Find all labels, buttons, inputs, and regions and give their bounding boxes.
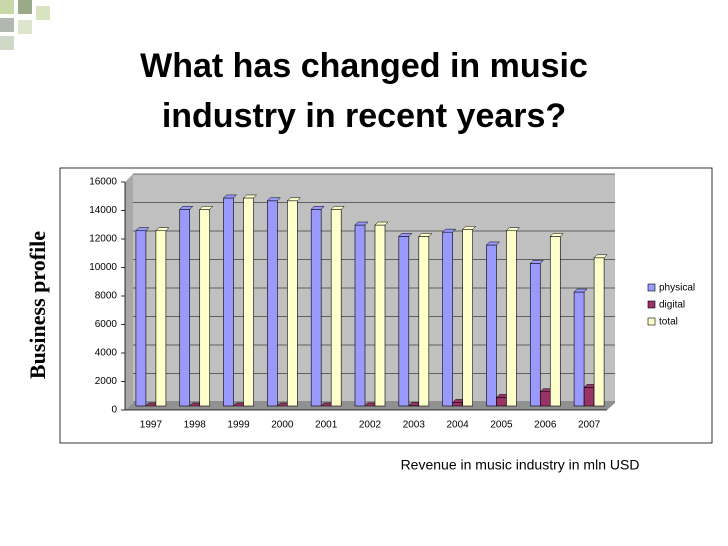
bar-top xyxy=(135,227,150,231)
bar xyxy=(573,291,585,407)
x-tick-label: 1999 xyxy=(227,420,250,431)
side-wall xyxy=(125,174,133,410)
bar xyxy=(398,236,410,407)
bar xyxy=(486,244,497,407)
y-tick-label: 14000 xyxy=(89,205,117,216)
bar xyxy=(539,391,551,407)
legend-swatch xyxy=(647,317,656,326)
y-tick-label: 4000 xyxy=(95,348,118,359)
bar-top xyxy=(442,228,457,233)
bar-top xyxy=(242,194,258,199)
bar-top xyxy=(593,254,608,259)
y-tick-label: 8000 xyxy=(95,291,118,302)
legend-label: physical xyxy=(659,283,695,294)
x-tick-label: 2003 xyxy=(403,420,426,431)
title-line-2: industry in recent years? xyxy=(162,97,566,135)
bar xyxy=(583,387,595,407)
y-tick-label: 12000 xyxy=(89,234,117,245)
bar-top xyxy=(222,194,238,199)
x-tick-label: 2006 xyxy=(534,420,557,431)
bar xyxy=(452,402,463,407)
bar xyxy=(287,200,298,407)
bar-top xyxy=(354,221,369,226)
y-tick-label: 6000 xyxy=(95,319,118,330)
bar xyxy=(310,209,322,407)
x-tick-label: 1998 xyxy=(184,420,207,431)
bar-top xyxy=(462,226,477,230)
x-tick-label: 2001 xyxy=(315,420,338,431)
bar xyxy=(223,197,234,407)
legend-label: digital xyxy=(659,300,685,311)
x-tick-label: 2002 xyxy=(359,420,382,431)
x-tick-label: 2005 xyxy=(490,420,513,431)
bar xyxy=(155,230,167,407)
bar xyxy=(496,397,507,407)
bar-top xyxy=(266,197,281,202)
bar-top xyxy=(398,233,413,237)
bar-top xyxy=(199,206,214,210)
bar xyxy=(462,229,473,407)
bar-top xyxy=(418,233,433,237)
x-tick-label: 2000 xyxy=(271,420,294,431)
bar-top xyxy=(374,221,389,226)
bar xyxy=(243,197,254,407)
legend-swatch xyxy=(647,300,656,309)
bar-top xyxy=(505,227,521,231)
legend-swatch xyxy=(647,283,656,292)
y-tick-label: 2000 xyxy=(95,376,118,387)
x-tick-label: 2004 xyxy=(447,420,470,431)
bar-top xyxy=(286,197,301,202)
bar xyxy=(529,263,541,407)
bar-top xyxy=(310,206,325,210)
bar xyxy=(330,209,342,407)
bar-top xyxy=(529,260,544,264)
x-tick-label: 1997 xyxy=(140,420,163,431)
bar xyxy=(354,224,366,407)
bar-top xyxy=(179,206,194,210)
bar-top xyxy=(573,288,588,293)
bar-top xyxy=(155,227,170,231)
bar xyxy=(135,230,147,407)
bar xyxy=(179,209,191,407)
bar xyxy=(593,257,605,407)
bar xyxy=(506,230,517,407)
title-line-1: What has changed in music xyxy=(140,47,588,85)
side-label: Business profile xyxy=(25,231,50,379)
bar xyxy=(199,209,211,407)
decoration xyxy=(0,0,50,50)
bar xyxy=(374,224,386,407)
y-tick-label: 0 xyxy=(111,405,117,416)
bar xyxy=(267,200,278,407)
y-tick-label: 10000 xyxy=(89,262,117,273)
bar-top xyxy=(485,241,501,246)
footer: Revenue in music industry in mln USD xyxy=(401,457,640,473)
bar-top xyxy=(549,233,564,237)
bar xyxy=(549,236,561,407)
y-tick-label: 16000 xyxy=(89,177,117,188)
bar xyxy=(442,231,453,407)
x-tick-label: 2007 xyxy=(578,420,601,431)
bar xyxy=(418,236,430,407)
legend-label: total xyxy=(659,317,678,328)
bar-top xyxy=(330,206,345,210)
